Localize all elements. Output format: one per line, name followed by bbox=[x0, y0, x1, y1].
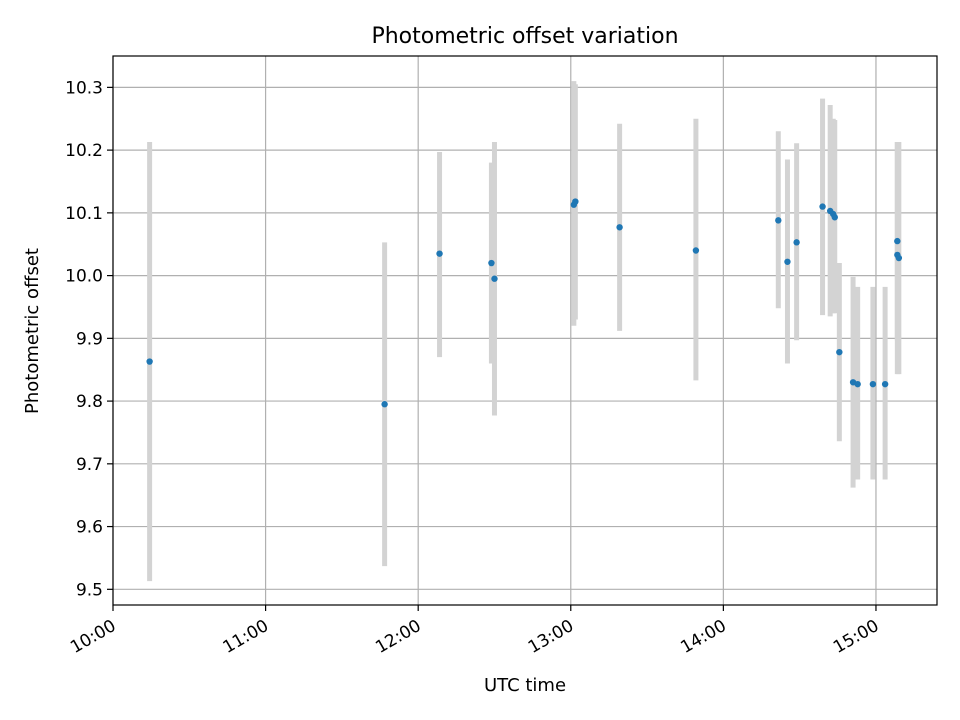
data-point bbox=[819, 203, 826, 210]
y-tick-label: 9.5 bbox=[76, 580, 103, 600]
data-point bbox=[895, 254, 903, 262]
data-point bbox=[692, 247, 700, 254]
plot-frame bbox=[112, 55, 938, 606]
y-tick-label: 9.8 bbox=[76, 392, 103, 412]
data-point bbox=[854, 380, 861, 388]
data-point bbox=[381, 401, 388, 408]
y-tick-label: 9.6 bbox=[76, 518, 103, 538]
data-point bbox=[836, 348, 843, 356]
data-point bbox=[616, 224, 623, 231]
data-point bbox=[146, 358, 153, 365]
y-tick-label: 9.7 bbox=[76, 455, 103, 475]
x-tick-label: 11:00 bbox=[220, 616, 272, 658]
y-tick-label: 9.9 bbox=[76, 329, 103, 349]
data-point bbox=[488, 259, 495, 267]
chart-title: Photometric offset variation bbox=[371, 24, 678, 49]
data-point bbox=[881, 380, 889, 388]
data-point bbox=[775, 217, 782, 224]
data-point bbox=[572, 198, 579, 205]
data-points bbox=[146, 198, 903, 408]
x-tick-label: 15:00 bbox=[830, 616, 882, 658]
data-point bbox=[491, 275, 498, 282]
x-tick-label: 13:00 bbox=[525, 616, 577, 658]
y-tick-label: 10.1 bbox=[65, 204, 103, 224]
axis-ticks: 10:00 11:00 12:00 13:00 14:00 15:00 9.5 9.6 9.7 9… bbox=[65, 78, 882, 657]
x-axis-label: UTC time bbox=[484, 675, 566, 696]
x-tick-label: 10:00 bbox=[67, 616, 119, 658]
data-point bbox=[831, 214, 838, 221]
x-tick-label: 12:00 bbox=[372, 616, 424, 658]
data-point bbox=[784, 258, 791, 265]
data-point bbox=[436, 250, 443, 257]
data-point bbox=[894, 237, 901, 245]
data-point bbox=[869, 380, 877, 388]
y-tick-label: 10.3 bbox=[65, 78, 103, 98]
y-axis-label: Photometric offset bbox=[22, 248, 43, 414]
data-point bbox=[793, 239, 800, 246]
error-bars bbox=[147, 81, 902, 582]
y-tick-label: 10.0 bbox=[65, 267, 103, 287]
grid-lines bbox=[112, 56, 937, 605]
y-tick-label: 10.2 bbox=[65, 141, 103, 161]
x-tick-label: 14:00 bbox=[677, 616, 729, 658]
